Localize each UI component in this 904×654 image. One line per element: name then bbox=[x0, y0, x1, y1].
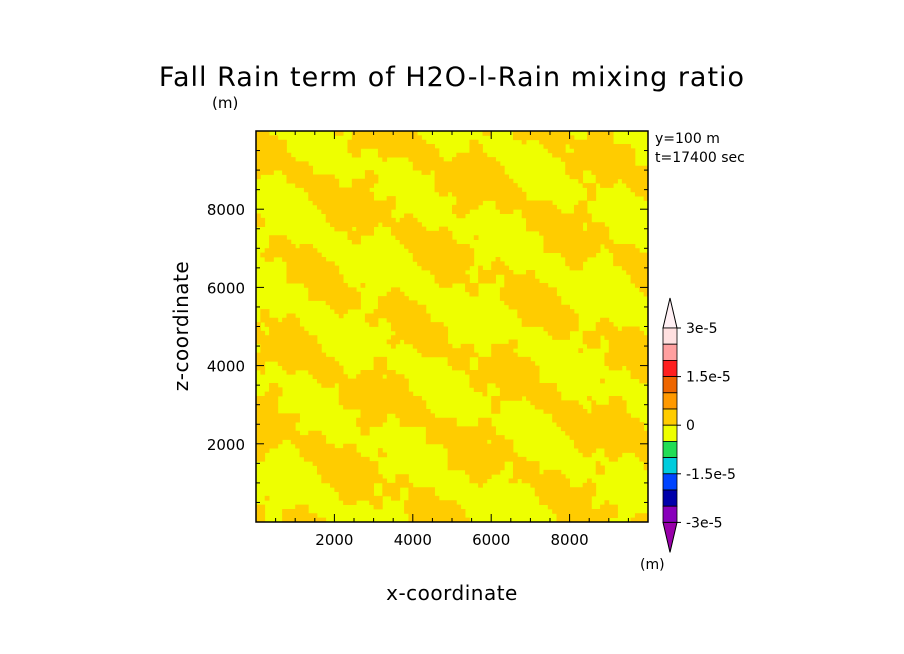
colorbar-segment bbox=[662, 392, 678, 410]
y-tick-labels: 2000 4000 6000 8000 bbox=[207, 201, 245, 454]
y-tick-label: 6000 bbox=[207, 279, 245, 297]
colorbar-segment bbox=[662, 440, 678, 458]
y-tick-label: 4000 bbox=[207, 358, 245, 376]
colorbar-unit: (m) bbox=[640, 557, 665, 573]
colorbar-segment bbox=[662, 327, 678, 345]
colorbar-upper-triangle bbox=[662, 297, 678, 329]
colorbar-segment bbox=[662, 408, 678, 426]
colorbar: 3e-5 1.5e-5 0 -1.5e-5 -3e-5 bbox=[662, 297, 736, 553]
x-tick-label: 8000 bbox=[551, 531, 589, 549]
colorbar-label: 1.5e-5 bbox=[686, 370, 731, 386]
colorbar-segment bbox=[662, 376, 678, 394]
axis-ticks bbox=[256, 131, 648, 522]
x-tick-label: 2000 bbox=[315, 531, 353, 549]
colorbar-segment bbox=[662, 359, 678, 377]
y-tick-label: 2000 bbox=[207, 436, 245, 454]
colorbar-label: -3e-5 bbox=[686, 515, 723, 531]
orange-contour-regions bbox=[255, 131, 649, 523]
colorbar-segment bbox=[662, 505, 678, 523]
x-axis-label: x-coordinate bbox=[386, 581, 518, 605]
plot-area bbox=[255, 130, 649, 523]
colorbar-label: -1.5e-5 bbox=[686, 467, 736, 483]
y-unit-label: (m) bbox=[212, 94, 238, 112]
colorbar-segment bbox=[662, 457, 678, 475]
y-axis-label: z-coordinate bbox=[169, 261, 193, 391]
x-tick-label: 4000 bbox=[394, 531, 432, 549]
chart-title: Fall Rain term of H2O-l-Rain mixing rati… bbox=[159, 62, 745, 93]
annotation-y: y=100 m bbox=[655, 131, 720, 147]
colorbar-lower-triangle bbox=[662, 521, 678, 553]
colorbar-label: 0 bbox=[686, 418, 695, 434]
colorbar-segment bbox=[662, 343, 678, 361]
colorbar-segment bbox=[662, 424, 678, 442]
x-tick-label: 6000 bbox=[472, 531, 510, 549]
colorbar-label: 3e-5 bbox=[686, 321, 717, 337]
colorbar-segment bbox=[662, 473, 678, 491]
orange-level-region bbox=[255, 131, 649, 523]
colorbar-segment bbox=[662, 489, 678, 507]
y-tick-label: 8000 bbox=[207, 201, 245, 219]
x-tick-labels: 2000 4000 6000 8000 bbox=[315, 531, 588, 549]
annotation-t: t=17400 sec bbox=[655, 150, 745, 166]
